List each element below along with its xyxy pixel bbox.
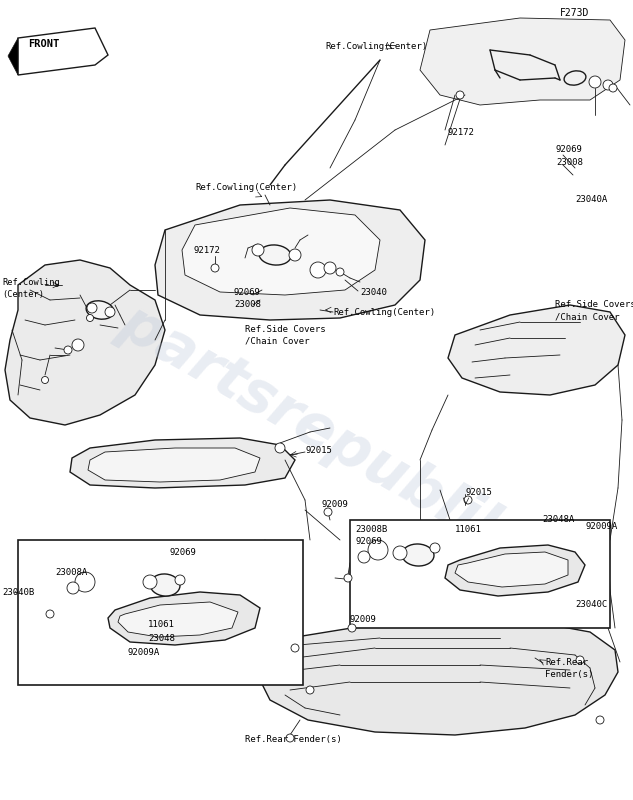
Circle shape: [64, 346, 72, 354]
Text: Fender(s): Fender(s): [545, 670, 593, 679]
Text: 23008: 23008: [556, 158, 583, 167]
Circle shape: [175, 575, 185, 585]
Bar: [350, 520, 610, 628]
Polygon shape: [5, 260, 165, 425]
Ellipse shape: [402, 544, 434, 566]
Text: Ref.Rear Fender(s): Ref.Rear Fender(s): [245, 735, 342, 744]
Circle shape: [456, 91, 464, 99]
Text: 23008: 23008: [234, 300, 261, 309]
Circle shape: [324, 508, 332, 516]
Circle shape: [603, 80, 613, 90]
Text: partsrepublik: partsrepublik: [109, 294, 523, 566]
Text: 92172: 92172: [448, 128, 475, 137]
Circle shape: [87, 314, 94, 322]
Polygon shape: [70, 438, 295, 488]
Polygon shape: [420, 18, 625, 105]
Text: 11061: 11061: [148, 620, 175, 629]
Polygon shape: [88, 448, 260, 482]
Circle shape: [286, 734, 294, 742]
Polygon shape: [108, 592, 260, 645]
Circle shape: [75, 572, 95, 592]
Text: Ref.Cowling(Center): Ref.Cowling(Center): [333, 308, 435, 317]
Circle shape: [275, 443, 285, 453]
Circle shape: [430, 543, 440, 553]
Polygon shape: [182, 208, 380, 295]
Text: 92015: 92015: [305, 446, 332, 455]
Circle shape: [211, 264, 219, 272]
Circle shape: [336, 268, 344, 276]
Text: 92009A: 92009A: [586, 522, 618, 531]
Polygon shape: [118, 602, 238, 637]
Bar: [18, 540, 303, 685]
Text: Ref.Cowling(Center): Ref.Cowling(Center): [195, 183, 297, 192]
Circle shape: [87, 303, 97, 313]
Circle shape: [143, 575, 157, 589]
Polygon shape: [455, 552, 568, 587]
Text: /Chain Cover: /Chain Cover: [555, 312, 620, 321]
Text: Ref.Cowling(Center): Ref.Cowling(Center): [325, 42, 427, 51]
Circle shape: [596, 716, 604, 724]
Text: 92172: 92172: [194, 246, 221, 255]
Text: F273D: F273D: [560, 8, 589, 18]
Circle shape: [576, 656, 584, 664]
Circle shape: [358, 551, 370, 563]
Text: Ref.Side Covers: Ref.Side Covers: [245, 325, 325, 334]
Text: 23048: 23048: [148, 634, 175, 643]
Text: /Chain Cover: /Chain Cover: [245, 337, 310, 346]
Circle shape: [368, 540, 388, 560]
Circle shape: [344, 574, 352, 582]
Text: 23040C: 23040C: [575, 600, 607, 609]
Circle shape: [589, 76, 601, 88]
Circle shape: [348, 624, 356, 632]
Polygon shape: [18, 28, 108, 75]
Circle shape: [289, 249, 301, 261]
Polygon shape: [448, 305, 625, 395]
Text: 92069: 92069: [556, 145, 583, 154]
Circle shape: [72, 339, 84, 351]
Circle shape: [42, 377, 49, 383]
Text: 92009: 92009: [350, 615, 377, 624]
Text: 92069: 92069: [234, 288, 261, 297]
Text: Ref.Side Covers: Ref.Side Covers: [555, 300, 633, 309]
Circle shape: [252, 244, 264, 256]
Text: (Center): (Center): [2, 290, 44, 299]
Circle shape: [310, 262, 326, 278]
Text: 23040B: 23040B: [2, 588, 34, 597]
Text: 92069: 92069: [170, 548, 197, 557]
Text: Ref.Rear: Ref.Rear: [545, 658, 588, 667]
Text: 23008B: 23008B: [355, 525, 387, 534]
Circle shape: [464, 496, 472, 504]
Circle shape: [46, 610, 54, 618]
Text: 23048A: 23048A: [542, 515, 574, 524]
Circle shape: [324, 262, 336, 274]
Text: 11061: 11061: [455, 525, 482, 534]
Text: 92009: 92009: [322, 500, 349, 509]
Text: 92009A: 92009A: [128, 648, 160, 657]
Text: FRONT: FRONT: [28, 39, 60, 49]
Circle shape: [291, 644, 299, 652]
Ellipse shape: [86, 301, 114, 319]
Circle shape: [105, 307, 115, 317]
Text: 23008A: 23008A: [55, 568, 87, 577]
Circle shape: [67, 582, 79, 594]
Polygon shape: [258, 620, 618, 735]
Circle shape: [306, 686, 314, 694]
Text: 23040A: 23040A: [575, 195, 607, 204]
Ellipse shape: [259, 245, 291, 265]
Text: 92015: 92015: [465, 488, 492, 497]
Circle shape: [609, 84, 617, 92]
Polygon shape: [445, 545, 585, 596]
Text: 92069: 92069: [355, 537, 382, 546]
Text: 23040: 23040: [360, 288, 387, 297]
Ellipse shape: [564, 71, 586, 85]
Polygon shape: [8, 38, 18, 75]
Text: Ref.Cowling: Ref.Cowling: [2, 278, 60, 287]
Polygon shape: [155, 200, 425, 320]
Circle shape: [393, 546, 407, 560]
Ellipse shape: [150, 574, 180, 596]
